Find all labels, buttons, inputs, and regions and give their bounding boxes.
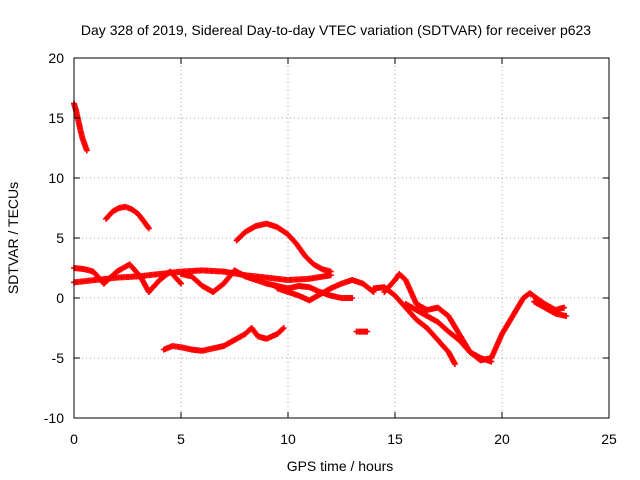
series-arc-13 [531,298,570,319]
plot-frame [73,57,610,419]
series-arc-9 [353,328,371,335]
data-point [145,225,152,232]
series-arc-8 [274,277,377,304]
y-tick-label: 0 [56,290,64,306]
x-tick-label: 25 [601,431,617,447]
x-tick-label: 0 [70,431,78,447]
y-tick-label: 5 [56,230,64,246]
y-tick-label: -5 [52,350,65,366]
data-point [563,313,570,319]
data-point [488,358,495,365]
data-point [451,361,458,367]
data-point [178,280,184,287]
y-tick-label: 15 [48,110,64,126]
series-arc-4 [160,325,287,354]
x-tick-label: 10 [280,431,296,447]
data-point [327,272,334,279]
chart-title: Day 328 of 2019, Sidereal Day-to-day VTE… [81,22,591,38]
y-tick-label: -10 [44,410,64,426]
data-point [349,295,356,301]
grid [74,58,609,418]
x-axis-label: GPS time / hours [287,458,394,474]
data-point [364,328,371,335]
series-arc-2 [103,203,152,232]
y-tick-label: 20 [48,50,64,66]
data-point [280,325,287,331]
data-point [83,147,90,154]
series-arc-6 [71,261,184,295]
x-tick-label: 20 [494,431,510,447]
y-axis-label: SDTVAR / TECUs [5,182,21,294]
data-point [561,304,568,311]
data-points [71,100,570,367]
y-tick-label: 10 [48,170,64,186]
x-tick-label: 15 [387,431,403,447]
series-arc-3 [233,220,334,275]
series-arc-12 [402,301,495,365]
x-tick-label: 5 [177,431,185,447]
